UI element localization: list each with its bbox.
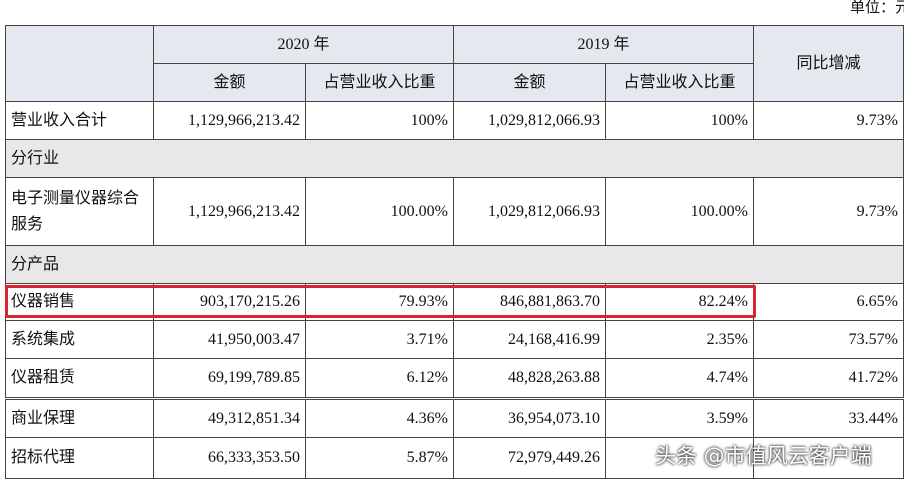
- change-header: 同比增减: [753, 25, 904, 102]
- value-cell: 1,129,966,213.42: [153, 177, 306, 246]
- value-cell: 33.44%: [753, 399, 904, 438]
- value-cell: 6.65%: [753, 283, 904, 321]
- column-header: 占营业收入比重: [305, 63, 454, 102]
- value-cell: 4.36%: [305, 399, 454, 438]
- value-cell: 72,979,449.26: [453, 437, 606, 479]
- highlight-box: [5, 285, 756, 318]
- value-cell: 2.35%: [605, 320, 754, 359]
- value-cell: 41.72%: [753, 358, 904, 398]
- value-cell: 69,199,789.85: [153, 358, 306, 398]
- year-header: 2019 年: [453, 25, 754, 64]
- value-cell: 73.57%: [753, 320, 904, 359]
- value-cell: 9.73%: [753, 177, 904, 246]
- value-cell: 100%: [305, 101, 454, 140]
- unit-note: 单位：元: [849, 0, 904, 16]
- value-cell: 100.00%: [305, 177, 454, 246]
- row-label: 电子测量仪器综合服务: [5, 177, 154, 246]
- value-cell: 3.59%: [605, 399, 754, 438]
- value-cell: 1,029,812,066.93: [453, 101, 606, 140]
- section-row: 分产品: [5, 245, 904, 284]
- column-header: 金额: [153, 63, 306, 102]
- section-row: 分行业: [5, 139, 904, 178]
- value-cell: 100.00%: [605, 177, 754, 246]
- row-label: 营业收入合计: [5, 101, 154, 140]
- value-cell: 49,312,851.34: [153, 399, 306, 438]
- value-cell: 5.87%: [305, 437, 454, 479]
- watermark: 头条 @市值风云客户端: [655, 444, 872, 468]
- column-header: 金额: [453, 63, 606, 102]
- value-cell: 41,950,003.47: [153, 320, 306, 359]
- value-cell: 1,129,966,213.42: [153, 101, 306, 140]
- row-label: 系统集成: [5, 320, 154, 359]
- value-cell: 66,333,353.50: [153, 437, 306, 479]
- value-cell: 48,828,263.88: [453, 358, 606, 398]
- value-cell: 100%: [605, 101, 754, 140]
- row-label: 招标代理: [5, 437, 154, 479]
- value-cell: 4.74%: [605, 358, 754, 398]
- value-cell: 6.12%: [305, 358, 454, 398]
- value-cell: 36,954,073.10: [453, 399, 606, 438]
- value-cell: 24,168,416.99: [453, 320, 606, 359]
- year-header: 2020 年: [153, 25, 454, 64]
- value-cell: 1,029,812,066.93: [453, 177, 606, 246]
- value-cell: 3.71%: [305, 320, 454, 359]
- header-corner: [5, 25, 154, 102]
- value-cell: 9.73%: [753, 101, 904, 140]
- row-label: 商业保理: [5, 399, 154, 438]
- row-label: 仪器租赁: [5, 358, 154, 398]
- column-header: 占营业收入比重: [605, 63, 754, 102]
